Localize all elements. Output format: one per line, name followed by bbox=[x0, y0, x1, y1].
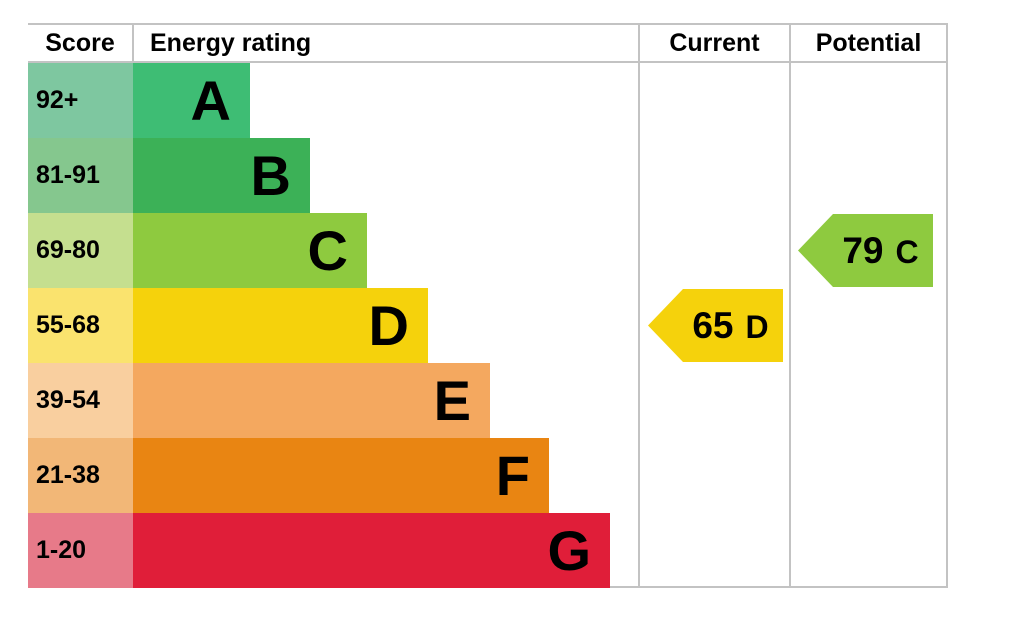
rating-bar-d: D bbox=[133, 288, 428, 363]
band-letter-c: C bbox=[307, 219, 348, 282]
band-letter-g: G bbox=[547, 519, 591, 582]
band-letter-b: B bbox=[250, 144, 291, 207]
band-row-g: 1-20 G bbox=[28, 513, 948, 588]
score-range-e: 39-54 bbox=[28, 363, 133, 438]
score-range-a: 92+ bbox=[28, 63, 133, 138]
band-row-d: 55-68 D bbox=[28, 288, 948, 363]
score-range-b: 81-91 bbox=[28, 138, 133, 213]
band-letter-d: D bbox=[368, 294, 409, 357]
band-row-e: 39-54 E bbox=[28, 363, 948, 438]
table-top-border bbox=[28, 23, 948, 25]
score-range-c: 69-80 bbox=[28, 213, 133, 288]
rating-bar-c: C bbox=[133, 213, 367, 288]
score-range-f: 21-38 bbox=[28, 438, 133, 513]
band-row-c: 69-80 C bbox=[28, 213, 948, 288]
current-potential-divider bbox=[789, 23, 791, 588]
column-header-potential: Potential bbox=[815, 29, 922, 57]
potential-score: 79 bbox=[842, 229, 884, 271]
column-header-energy-rating: Energy rating bbox=[150, 29, 312, 57]
band-row-a: 92+ A bbox=[28, 63, 948, 138]
rating-bar-g: G bbox=[133, 513, 610, 588]
potential-band: C bbox=[895, 233, 919, 270]
band-letter-f: F bbox=[495, 444, 530, 507]
rating-bar-a: A bbox=[133, 63, 250, 138]
header-bottom-border bbox=[28, 61, 948, 63]
rating-bar-b: B bbox=[133, 138, 310, 213]
band-row-f: 21-38 F bbox=[28, 438, 948, 513]
rating-current-divider bbox=[638, 23, 640, 588]
band-letter-e: E bbox=[433, 369, 471, 432]
current-rating-text: 65 D bbox=[692, 305, 768, 347]
score-rating-divider bbox=[132, 25, 134, 61]
rating-bar-f: F bbox=[133, 438, 549, 513]
column-header-score: Score bbox=[45, 29, 115, 57]
column-header-current: Current bbox=[669, 29, 760, 57]
band-row-b: 81-91 B bbox=[28, 138, 948, 213]
potential-rating-text: 79 C bbox=[842, 230, 918, 272]
table-right-border bbox=[946, 23, 948, 588]
current-score: 65 bbox=[692, 304, 734, 346]
score-range-g: 1-20 bbox=[28, 513, 133, 588]
band-letter-a: A bbox=[190, 69, 231, 132]
current-band: D bbox=[745, 308, 769, 345]
rating-bar-e: E bbox=[133, 363, 490, 438]
score-range-d: 55-68 bbox=[28, 288, 133, 363]
